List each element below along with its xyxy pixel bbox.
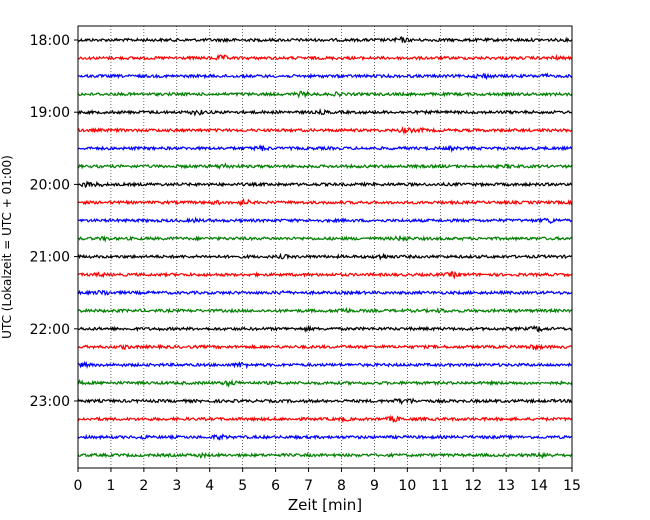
x-tick-label: 2 [139, 478, 148, 494]
trace-line [77, 378, 573, 388]
trace-line [78, 324, 573, 334]
x-tick-label: 8 [337, 478, 346, 494]
x-tick-label: 7 [304, 478, 313, 494]
y-tick-label: 22:00 [30, 322, 70, 338]
trace-line [77, 180, 573, 189]
x-tick-label: 15 [563, 478, 581, 494]
x-tick-label: 0 [74, 478, 83, 494]
trace-line [77, 289, 573, 297]
x-tick-label: 10 [398, 478, 416, 494]
trace-line [77, 270, 573, 280]
plot-frame [77, 25, 573, 469]
y-tick-label: 21:00 [30, 250, 70, 266]
trace-line [77, 198, 573, 207]
x-tick-label: 9 [370, 478, 379, 494]
trace-line [78, 216, 573, 225]
trace-line [77, 144, 573, 154]
trace-line [77, 397, 572, 406]
x-tick-label: 4 [205, 478, 214, 494]
trace-line [77, 306, 573, 314]
x-tick-label: 6 [271, 478, 280, 494]
x-tick-label: 1 [106, 478, 115, 494]
trace-line [77, 234, 573, 243]
trace-line [77, 450, 573, 460]
traces [77, 36, 573, 460]
trace-line [77, 343, 573, 352]
trace-line [77, 252, 573, 261]
trace-line [77, 53, 573, 62]
x-axis-ticks: 0 1 2 3 4 5 6 7 8 9 10 11 12 13 14 15 [74, 468, 581, 494]
y-tick-label: 18:00 [30, 33, 70, 49]
y-tick-label: 23:00 [30, 394, 70, 410]
y-axis-label: UTC (Lokalzeit = UTC + 01:00) [0, 155, 14, 339]
x-axis-label: Zeit [min] [288, 496, 362, 514]
trace-line [77, 90, 573, 99]
x-tick-label: 5 [238, 478, 247, 494]
trace-line [77, 72, 573, 81]
x-tick-label: 12 [464, 478, 482, 494]
trace-line [77, 433, 573, 441]
y-axis-ticks: 18:00 19:00 20:00 21:00 22:00 23:00 [30, 33, 78, 410]
x-tick-label: 13 [497, 478, 515, 494]
x-tick-label: 11 [431, 478, 449, 494]
trace-line [77, 414, 573, 424]
trace-line [77, 36, 573, 44]
trace-line [77, 360, 573, 370]
x-tick-label: 3 [172, 478, 181, 494]
y-tick-label: 20:00 [30, 177, 70, 193]
x-tick-label: 14 [530, 478, 548, 494]
y-tick-label: 19:00 [30, 105, 70, 121]
trace-line [77, 126, 573, 135]
trace-line [77, 107, 573, 117]
trace-line [77, 162, 573, 170]
